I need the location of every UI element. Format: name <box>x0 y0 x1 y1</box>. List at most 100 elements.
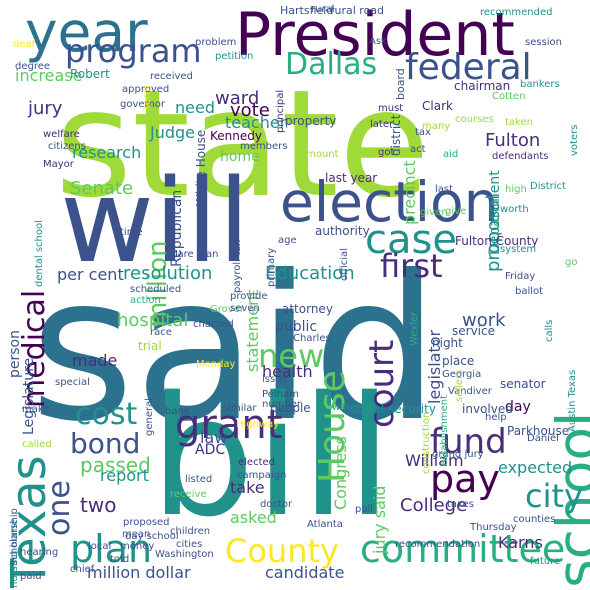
cloud-word: last <box>435 184 454 195</box>
cloud-word: received <box>150 71 193 82</box>
cloud-word: children <box>170 526 211 537</box>
cloud-word: Thursday <box>470 522 517 533</box>
cloud-word: establishment <box>439 394 450 466</box>
cloud-word: approved <box>122 84 170 95</box>
cloud-word: Pelham <box>262 389 299 400</box>
cloud-word: help <box>485 412 507 423</box>
cloud-word: Judge <box>150 123 196 142</box>
cloud-word: Washington <box>155 549 214 560</box>
cloud-word: senator <box>500 377 546 391</box>
cloud-word: recommendation <box>395 539 481 550</box>
cloud-word: amount <box>300 149 339 160</box>
cloud-word: rural road <box>330 4 385 17</box>
cloud-word: poll <box>355 504 374 515</box>
cloud-word: chairman <box>454 79 511 93</box>
cloud-word: dental school <box>34 220 45 287</box>
cloud-word: seven <box>230 303 260 314</box>
cloud-word: called <box>22 439 52 450</box>
cloud-word: need <box>175 98 215 117</box>
cloud-word: charged <box>193 319 234 330</box>
cloud-word: got <box>378 147 395 158</box>
cloud-word: night <box>432 336 463 350</box>
cloud-word: Fulton County <box>455 234 539 248</box>
cloud-word: aid <box>443 149 459 160</box>
cloud-word: act <box>410 144 426 155</box>
cloud-word: service <box>452 324 495 338</box>
cloud-word: general <box>144 397 155 436</box>
cloud-word: time <box>120 227 143 238</box>
cloud-word: Karns <box>498 533 543 552</box>
cloud-word: precinct <box>400 160 419 225</box>
cloud-word: trial <box>138 339 162 353</box>
cloud-word: scholarship <box>9 508 20 565</box>
cloud-word: take <box>230 478 265 497</box>
cloud-word: plan <box>70 527 153 571</box>
cloud-word: resolution <box>123 263 213 284</box>
cloud-word: ADC <box>195 442 226 458</box>
cloud-word: defendants <box>492 151 549 162</box>
cloud-word: Education <box>265 263 355 284</box>
cloud-word: Legislature <box>21 357 37 435</box>
cloud-word: recommended <box>480 7 553 18</box>
cloud-word: ballot <box>515 286 544 297</box>
cloud-word: doctor <box>260 499 293 510</box>
cloud-word: petition <box>215 51 254 62</box>
cloud-word: cities <box>176 539 203 550</box>
cloud-word: federal <box>405 47 532 88</box>
cloud-word: must <box>378 103 404 114</box>
cloud-word: one <box>42 480 77 536</box>
cloud-word: primary <box>266 247 277 287</box>
cloud-word: person <box>7 330 23 378</box>
cloud-word: health <box>262 362 313 381</box>
cloud-word: water <box>332 402 361 413</box>
cloud-word: hospital <box>117 310 189 331</box>
cloud-word: receive <box>170 489 207 500</box>
cloud-word: deaf <box>13 39 36 50</box>
cloud-word: law <box>200 428 228 447</box>
cloud-word: made <box>72 351 118 370</box>
cloud-word: Daniel <box>527 433 559 444</box>
cloud-word: tax <box>415 127 431 138</box>
cloud-word: asked <box>230 508 277 527</box>
cloud-word: voters <box>569 124 580 156</box>
cloud-word: cost <box>75 397 138 432</box>
cloud-word: make <box>22 404 50 415</box>
cloud-word: later <box>370 119 394 130</box>
cloud-word: degree <box>15 61 51 72</box>
cloud-word: race <box>150 327 172 338</box>
cloud-word: mean <box>122 529 151 540</box>
cloud-word: system <box>500 244 537 255</box>
cloud-word: Dallas <box>285 47 378 82</box>
cloud-word: passed <box>80 453 151 477</box>
cloud-word: scheduled <box>130 284 182 295</box>
cloud-word: College <box>400 495 468 516</box>
cloud-word: home <box>220 149 260 165</box>
cloud-word: pay <box>430 457 500 501</box>
cloud-word: said <box>30 233 440 466</box>
cloud-word: chief <box>70 564 95 575</box>
cloud-word: state <box>55 58 430 230</box>
cloud-word: property <box>285 114 337 128</box>
cloud-word: go <box>565 257 578 268</box>
cloud-word: age <box>278 235 297 246</box>
cloud-word: Charles <box>293 333 331 344</box>
cloud-word: provide <box>230 291 268 302</box>
cloud-word: Highway <box>236 419 280 430</box>
cloud-word: year <box>25 0 148 64</box>
cloud-word: Monday <box>196 359 236 370</box>
cloud-word: sellers <box>454 369 465 402</box>
cloud-word: bank <box>165 406 190 417</box>
cloud-word: increase <box>15 66 83 85</box>
cloud-word: high <box>505 184 527 195</box>
cloud-word: research <box>72 143 142 162</box>
cloud-word: rural <box>311 4 335 15</box>
cloud-word: action <box>130 295 161 306</box>
cloud-word: fund <box>430 422 507 462</box>
cloud-word: taxes <box>447 499 475 510</box>
cloud-word: similar <box>223 403 257 414</box>
cloud-word: Robert <box>70 67 110 81</box>
cloud-word: teacher <box>225 113 287 132</box>
cloud-word: special <box>55 377 90 388</box>
cloud-word: money <box>120 541 155 552</box>
